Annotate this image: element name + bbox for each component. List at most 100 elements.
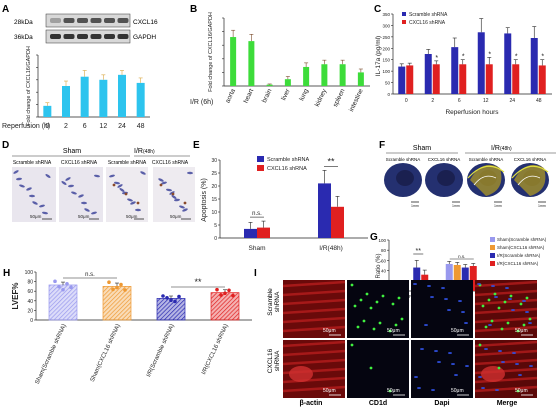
panel-i-row2-b: shRNA [274, 350, 281, 371]
nucleus [65, 177, 71, 181]
dapi-nucleus [481, 387, 485, 389]
panel-letter-e: E [193, 140, 200, 151]
bar [43, 105, 52, 117]
cd1d-signal [528, 317, 532, 321]
cd1d-signal [481, 304, 485, 308]
significance-label: n.s. [85, 272, 95, 278]
data-point [115, 285, 119, 290]
fluorescence-image [347, 280, 409, 338]
dapi-nucleus [491, 285, 495, 287]
cd1d-signal [388, 329, 392, 333]
actin-fiber [474, 316, 538, 324]
dapi-nucleus [484, 348, 488, 350]
legend-label: CXCL16 shRNA [267, 166, 307, 172]
x-tick-label: 48 [137, 123, 145, 130]
nucleus [117, 184, 123, 188]
nucleus [127, 198, 133, 202]
dapi-nucleus [417, 387, 421, 389]
panel-letter-i: I [254, 268, 257, 279]
panel-i-row2-a: CXCL16 [267, 348, 274, 373]
cd1d-signal [490, 319, 494, 323]
legend-label: Scramble shRNA [409, 12, 448, 18]
panel-d-col-1: Scramble shRNA [13, 160, 52, 166]
dapi-nucleus [511, 309, 515, 311]
blot-label-cxcl16: CXCL16 [133, 19, 158, 26]
panel-i-col-3: Dapi [434, 400, 449, 407]
data-point [169, 298, 173, 303]
x-tick-label: kidney [314, 87, 329, 108]
bar [398, 66, 406, 94]
panel-f-group-ir: I/R [491, 145, 500, 152]
y-tick-label: 300 [382, 23, 390, 28]
legend-label: Scramble shRNA [267, 157, 310, 163]
actin-fiber [282, 280, 346, 288]
cd1d-signal [359, 298, 363, 302]
cd1d-signal [397, 296, 401, 300]
significance-label: ** [416, 248, 422, 255]
dapi-nucleus [465, 365, 469, 367]
panel-letter-f: F [379, 140, 385, 151]
panel-f-col-2: CXCL16 shRNA [428, 157, 461, 162]
actin-fiber [474, 358, 538, 366]
dapi-nucleus [464, 322, 468, 324]
actin-fiber [474, 376, 538, 384]
band-cxcl16 [63, 18, 75, 23]
panel-f-col-1: Scramble shRNA [386, 157, 421, 162]
x-tick-label: 2 [64, 123, 68, 130]
cd1d-signal [493, 292, 497, 296]
actin-fiber [282, 385, 346, 393]
scale-label: 1mm [494, 204, 502, 208]
aar-outline [511, 165, 549, 179]
actin-fiber [282, 307, 346, 315]
legend-swatch [257, 165, 264, 171]
dapi-nucleus [424, 324, 428, 326]
bar [424, 54, 432, 94]
dapi-nucleus [413, 283, 417, 285]
apoptotic-cell [124, 192, 128, 196]
dapi-nucleus [494, 296, 498, 298]
y-tick-label: 20 [211, 184, 217, 190]
apoptotic-cell [112, 183, 116, 187]
dapi-nucleus [444, 298, 448, 300]
y-axis-label: IL-17a (pg/ml) [375, 36, 382, 76]
bar [136, 82, 145, 117]
x-tick-label: I/R(Scramble shRNA) [146, 323, 176, 378]
panel-f-hearts: Sham I/R (48h) Scramble shRNA CXCL16 shR… [384, 145, 556, 208]
dapi-nucleus [431, 389, 435, 391]
bar [451, 47, 459, 94]
dapi-nucleus [447, 309, 451, 311]
actin-fiber [282, 289, 346, 297]
nucleus [61, 181, 67, 185]
nucleus [91, 211, 97, 215]
significance-star: * [515, 54, 518, 61]
significance-star: * [462, 54, 465, 61]
y-tick-label: 15 [211, 197, 217, 203]
nucleus [166, 188, 172, 192]
actin-fiber [474, 340, 538, 348]
nucleus [29, 194, 35, 198]
panel-d-histology: Sham I/R (48h) Scramble shRNA CXCL16 shR… [12, 148, 195, 222]
y-tick-label: 25 [211, 171, 217, 177]
significance-label: ** [327, 156, 335, 166]
legend-swatch [257, 156, 264, 162]
panel-i-col-1: β-actin [300, 400, 323, 407]
data-point [65, 281, 69, 286]
legend-label: I/R(Scramble shRNA) [497, 253, 541, 258]
bar [357, 72, 364, 86]
x-tick-label: 24 [509, 98, 515, 104]
panel-d-col-4: CXCL16 shRNA [152, 160, 189, 166]
scale-label: 50μm [323, 328, 336, 334]
nucleus [16, 177, 22, 181]
cd1d-signal [522, 323, 526, 327]
x-tick-label: 48 [536, 98, 542, 104]
bar [477, 32, 485, 94]
x-tick-label: lung [298, 88, 310, 102]
cd1d-signal [350, 283, 354, 287]
dapi-nucleus [522, 300, 526, 302]
nucleus [130, 201, 136, 205]
data-point [165, 296, 169, 300]
cd1d-signal [391, 302, 395, 306]
scale-label: 50μm [387, 388, 400, 394]
y-tick-label: 100 [378, 238, 386, 243]
band-cxcl16 [50, 18, 61, 23]
